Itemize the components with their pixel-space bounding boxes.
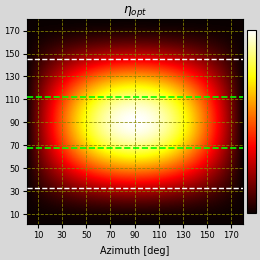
X-axis label: Azimuth [deg]: Azimuth [deg] — [100, 246, 170, 256]
Title: $\eta_{opt}$: $\eta_{opt}$ — [123, 4, 147, 19]
